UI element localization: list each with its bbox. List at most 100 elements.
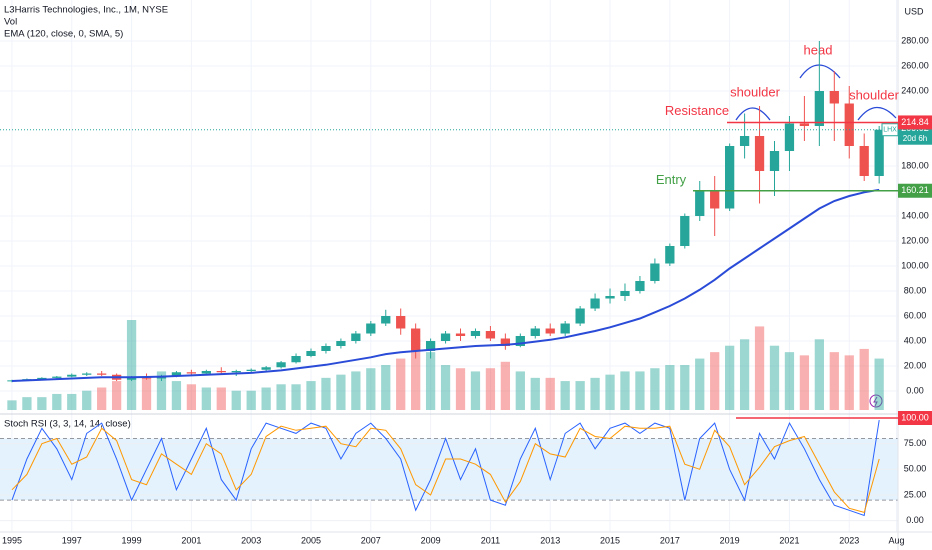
candle-body	[725, 146, 735, 209]
volume-bar	[784, 352, 795, 410]
candle-body	[710, 191, 720, 209]
y-tick-label: 80.00	[904, 285, 927, 295]
level-name: Resistance	[665, 103, 729, 118]
x-tick-label: 2005	[301, 535, 321, 545]
candle-body	[620, 291, 630, 296]
volume-bar	[321, 377, 331, 410]
candle-body	[7, 380, 17, 382]
stoch-line	[11, 425, 880, 514]
volume-bar	[126, 320, 137, 410]
y-tick-label: 100.00	[901, 260, 929, 270]
x-tick-label: 2021	[779, 535, 799, 545]
y-tick-label: 120.00	[901, 235, 929, 245]
candle-body	[366, 323, 376, 334]
candle-body	[321, 346, 331, 351]
volume-label: Vol	[4, 17, 17, 28]
y-tick-label: 60.00	[904, 310, 927, 320]
volume-bar	[411, 339, 421, 410]
volume-bar	[291, 384, 301, 410]
candle-body	[201, 371, 211, 374]
volume-bar	[485, 368, 496, 410]
candle-body	[52, 376, 62, 378]
candle-body	[425, 341, 436, 351]
candle-body	[381, 316, 391, 324]
level-name: Entry	[656, 172, 687, 187]
volume-bar	[261, 387, 271, 410]
level-value: 214.84	[901, 117, 929, 127]
candle-body	[336, 341, 346, 346]
level-value: 160.21	[901, 185, 929, 195]
candle-body	[739, 136, 750, 146]
volume-bar	[97, 387, 107, 410]
volume-bar	[306, 381, 316, 410]
stoch-tick-label: 0.00	[906, 515, 924, 525]
candle-body	[859, 146, 869, 176]
candle-body	[545, 328, 555, 334]
volume-bar	[665, 365, 675, 410]
candle-body	[276, 362, 286, 368]
shoulder-arc	[735, 107, 771, 121]
volume-bar	[82, 390, 92, 410]
candle-body	[650, 263, 660, 281]
volume-bar	[171, 381, 182, 410]
shoulder-arc	[857, 106, 897, 121]
y-tick-label: 260.00	[901, 60, 929, 70]
stoch-tick-label: 25.00	[904, 489, 927, 499]
volume-bar	[754, 326, 765, 410]
y-tick-label: 280.00	[901, 35, 929, 45]
candle-body	[171, 372, 182, 376]
x-tick-label: 2009	[421, 535, 441, 545]
candle-body	[216, 371, 226, 373]
x-tick-label: 2013	[540, 535, 560, 545]
x-tick-label: 1995	[2, 535, 22, 545]
candle-body	[126, 377, 137, 380]
candle-body	[874, 129, 884, 176]
x-tick-label: 2007	[361, 535, 381, 545]
y-tick-label: 0.00	[906, 385, 924, 395]
annotation: head	[804, 42, 833, 57]
y-tick-label: 40.00	[904, 335, 927, 345]
volume-bar	[52, 393, 62, 410]
volume-bar	[500, 361, 511, 410]
candle-body	[500, 338, 511, 346]
volume-bar	[814, 339, 824, 410]
volume-bar	[231, 390, 241, 410]
x-tick-label: 1999	[122, 535, 142, 545]
volume-bar	[605, 374, 615, 410]
volume-bar	[425, 352, 436, 410]
candle-body	[844, 103, 854, 146]
volume-bar	[276, 384, 286, 410]
candle-body	[470, 331, 481, 336]
volume-bar	[575, 381, 585, 410]
x-tick-label: 2015	[600, 535, 620, 545]
currency: USD	[904, 6, 924, 16]
volume-bar	[7, 400, 17, 410]
countdown: 20d 6h	[903, 134, 927, 143]
x-tick-label: 1997	[62, 535, 82, 545]
stoch-title: Stoch RSI (3, 3, 14, 14, close)	[4, 419, 131, 430]
candle-body	[695, 191, 705, 216]
candle-body	[605, 296, 615, 299]
volume-bar	[455, 368, 466, 410]
candle-body	[590, 298, 600, 309]
volume-bar	[710, 352, 720, 410]
volume-bar	[216, 387, 226, 410]
symbol-box	[881, 123, 899, 137]
volume-bar	[515, 371, 525, 410]
volume-bar	[201, 387, 211, 410]
stoch-line	[11, 420, 880, 517]
x-tick-label: 2017	[660, 535, 680, 545]
level-box	[898, 183, 932, 198]
volume-bar	[351, 371, 361, 410]
candle-body	[231, 371, 241, 373]
volume-bar	[336, 374, 346, 410]
candle-body	[246, 369, 256, 371]
volume-bar	[186, 384, 197, 410]
volume-bar	[545, 377, 555, 410]
volume-bar	[396, 358, 406, 410]
candle-body	[784, 123, 795, 151]
event-icon[interactable]	[869, 394, 883, 408]
candle-body	[306, 351, 316, 356]
volume-bar	[859, 348, 869, 410]
